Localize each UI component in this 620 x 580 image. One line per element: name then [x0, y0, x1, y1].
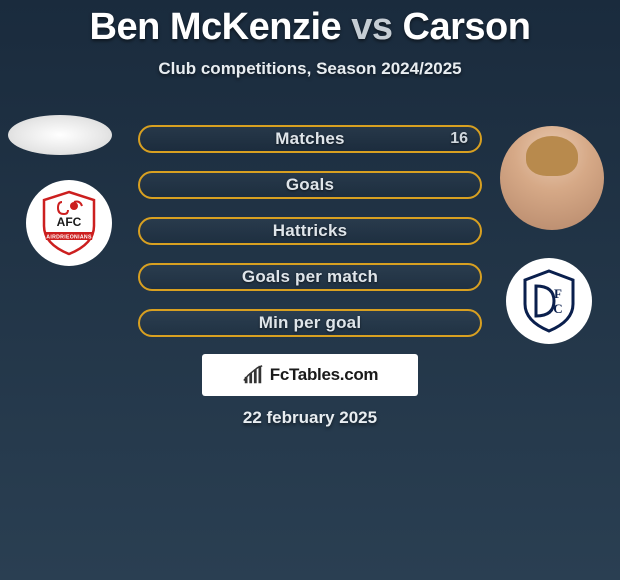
- airdrieonians-badge-icon: AFC AIRDRIEONIANS: [34, 188, 104, 258]
- svg-text:F: F: [554, 286, 562, 301]
- stat-row-matches: Matches 16: [138, 125, 482, 153]
- chart-icon: [242, 364, 264, 386]
- stat-row-goals-per-match: Goals per match: [138, 263, 482, 291]
- stat-label: Matches: [275, 129, 344, 149]
- player1-avatar: [8, 115, 112, 155]
- player1-name: Ben McKenzie: [90, 6, 342, 48]
- stat-label: Min per goal: [259, 313, 362, 333]
- stat-label: Goals: [286, 175, 334, 195]
- stat-row-hattricks: Hattricks: [138, 217, 482, 245]
- brand-box[interactable]: FcTables.com: [202, 354, 418, 396]
- stat-label: Goals per match: [242, 267, 378, 287]
- svg-text:AIRDRIEONIANS: AIRDRIEONIANS: [46, 235, 92, 241]
- svg-text:AFC: AFC: [57, 215, 82, 229]
- dundee-badge-icon: F C: [514, 266, 584, 336]
- vs-text: vs: [351, 6, 392, 48]
- stat-label: Hattricks: [273, 221, 348, 241]
- player2-club-badge: F C: [506, 258, 592, 344]
- subtitle: Club competitions, Season 2024/2025: [0, 59, 620, 79]
- stat-row-min-per-goal: Min per goal: [138, 309, 482, 337]
- svg-text:C: C: [553, 301, 562, 316]
- stat-row-goals: Goals: [138, 171, 482, 199]
- player2-name: Carson: [403, 6, 531, 48]
- player1-club-badge: AFC AIRDRIEONIANS: [26, 180, 112, 266]
- stat-value-right: 16: [450, 130, 468, 148]
- stats-container: Matches 16 Goals Hattricks Goals per mat…: [138, 125, 482, 337]
- brand-text: FcTables.com: [270, 365, 379, 385]
- date-text: 22 february 2025: [0, 408, 620, 428]
- page-title: Ben McKenzie vs Carson: [0, 0, 620, 49]
- player2-avatar: [500, 126, 604, 230]
